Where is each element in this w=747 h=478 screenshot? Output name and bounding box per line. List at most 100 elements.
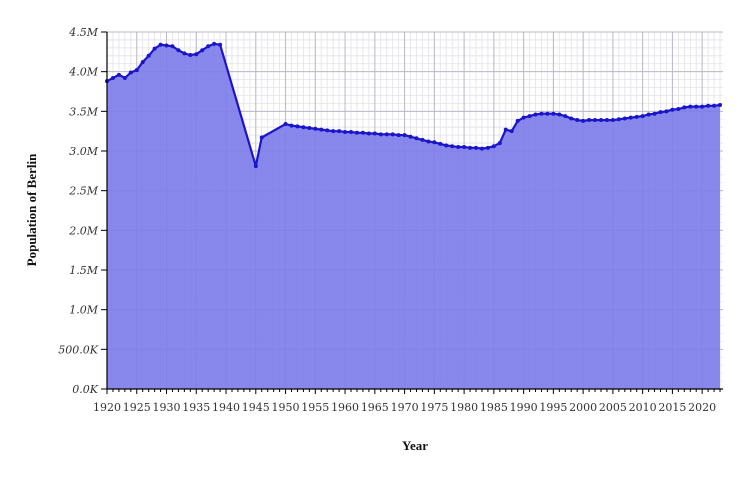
data-point bbox=[521, 115, 526, 120]
data-point bbox=[283, 122, 288, 127]
data-point bbox=[194, 52, 199, 57]
data-point bbox=[343, 129, 348, 134]
data-point bbox=[545, 111, 550, 116]
data-point bbox=[259, 135, 264, 140]
data-point bbox=[122, 76, 127, 81]
data-point bbox=[509, 129, 514, 134]
data-point bbox=[551, 111, 556, 116]
data-point bbox=[622, 116, 627, 121]
data-point bbox=[366, 131, 371, 136]
data-point bbox=[658, 110, 663, 115]
data-point bbox=[646, 112, 651, 117]
data-point bbox=[390, 132, 395, 137]
data-point bbox=[712, 103, 717, 108]
y-axis-title: Population of Berlin bbox=[24, 153, 39, 266]
y-tick-label: 0.0K bbox=[72, 383, 98, 396]
x-tick-label: 1950 bbox=[272, 401, 300, 414]
data-point bbox=[491, 144, 496, 149]
data-point bbox=[378, 132, 383, 137]
data-point bbox=[670, 107, 675, 112]
y-tick-label: 1.0M bbox=[69, 304, 98, 317]
data-point bbox=[289, 123, 294, 128]
data-point bbox=[676, 106, 681, 111]
data-point bbox=[408, 134, 413, 139]
data-point bbox=[414, 136, 419, 141]
data-point bbox=[581, 118, 586, 123]
x-tick-label: 1960 bbox=[331, 401, 359, 414]
data-point bbox=[331, 129, 336, 134]
y-tick-label: 500.0K bbox=[58, 343, 98, 356]
data-point bbox=[533, 112, 538, 117]
x-tick-label: 1930 bbox=[153, 401, 181, 414]
data-point bbox=[206, 44, 211, 49]
y-tick-label: 4.0M bbox=[68, 66, 98, 79]
x-tick-label: 1970 bbox=[391, 401, 419, 414]
data-point bbox=[479, 146, 484, 151]
data-point bbox=[146, 53, 151, 58]
data-point bbox=[700, 104, 705, 109]
data-point bbox=[503, 127, 508, 132]
data-point bbox=[593, 118, 598, 123]
data-point bbox=[188, 53, 193, 58]
data-point bbox=[640, 114, 645, 119]
data-point bbox=[313, 126, 318, 131]
x-tick-label: 1990 bbox=[510, 401, 538, 414]
data-point bbox=[128, 70, 133, 75]
y-tick-label: 4.5M bbox=[68, 26, 98, 39]
data-point bbox=[170, 44, 175, 49]
data-point bbox=[634, 114, 639, 119]
x-tick-label: 2010 bbox=[629, 401, 657, 414]
y-tick-label: 2.0M bbox=[68, 224, 98, 237]
data-point bbox=[539, 111, 544, 116]
x-tick-label: 2000 bbox=[569, 401, 597, 414]
data-point bbox=[140, 60, 145, 65]
data-point bbox=[372, 131, 377, 136]
data-point bbox=[396, 133, 401, 138]
data-point bbox=[116, 72, 121, 77]
y-tick-label: 1.5M bbox=[69, 264, 98, 277]
data-point bbox=[301, 125, 306, 130]
data-point bbox=[158, 42, 163, 47]
data-point bbox=[200, 48, 205, 53]
y-tick-label: 2.5M bbox=[68, 185, 98, 198]
data-point bbox=[569, 116, 574, 121]
data-point bbox=[468, 145, 473, 150]
data-point bbox=[420, 137, 425, 142]
data-point bbox=[664, 109, 669, 114]
data-point bbox=[354, 130, 359, 135]
data-point bbox=[438, 141, 443, 146]
data-point bbox=[337, 129, 342, 134]
data-point bbox=[176, 48, 181, 53]
data-point bbox=[432, 140, 437, 145]
data-point bbox=[688, 104, 693, 109]
data-point bbox=[212, 41, 217, 46]
data-point bbox=[604, 118, 609, 123]
data-point bbox=[384, 132, 389, 137]
data-point bbox=[616, 117, 621, 122]
data-point bbox=[515, 118, 520, 123]
data-point bbox=[474, 145, 479, 150]
x-tick-label: 1945 bbox=[242, 401, 270, 414]
data-point bbox=[694, 104, 699, 109]
x-tick-label: 1955 bbox=[301, 401, 329, 414]
data-point bbox=[319, 127, 324, 132]
x-tick-label: 1965 bbox=[361, 401, 389, 414]
x-axis-title: Year bbox=[402, 438, 428, 453]
axes bbox=[101, 31, 723, 394]
data-point bbox=[497, 141, 502, 146]
data-point bbox=[563, 114, 568, 119]
data-point bbox=[456, 145, 461, 150]
x-tick-label: 1925 bbox=[123, 401, 151, 414]
data-point bbox=[152, 46, 157, 51]
x-tick-label: 1980 bbox=[450, 401, 478, 414]
data-point bbox=[110, 76, 115, 81]
data-point bbox=[295, 124, 300, 129]
x-tick-label: 2005 bbox=[599, 401, 627, 414]
x-tick-label: 1920 bbox=[93, 401, 121, 414]
data-points bbox=[105, 41, 723, 169]
data-point bbox=[307, 125, 312, 130]
data-point bbox=[527, 114, 532, 119]
data-point bbox=[450, 144, 455, 149]
data-point bbox=[164, 43, 169, 48]
data-point bbox=[182, 51, 187, 56]
